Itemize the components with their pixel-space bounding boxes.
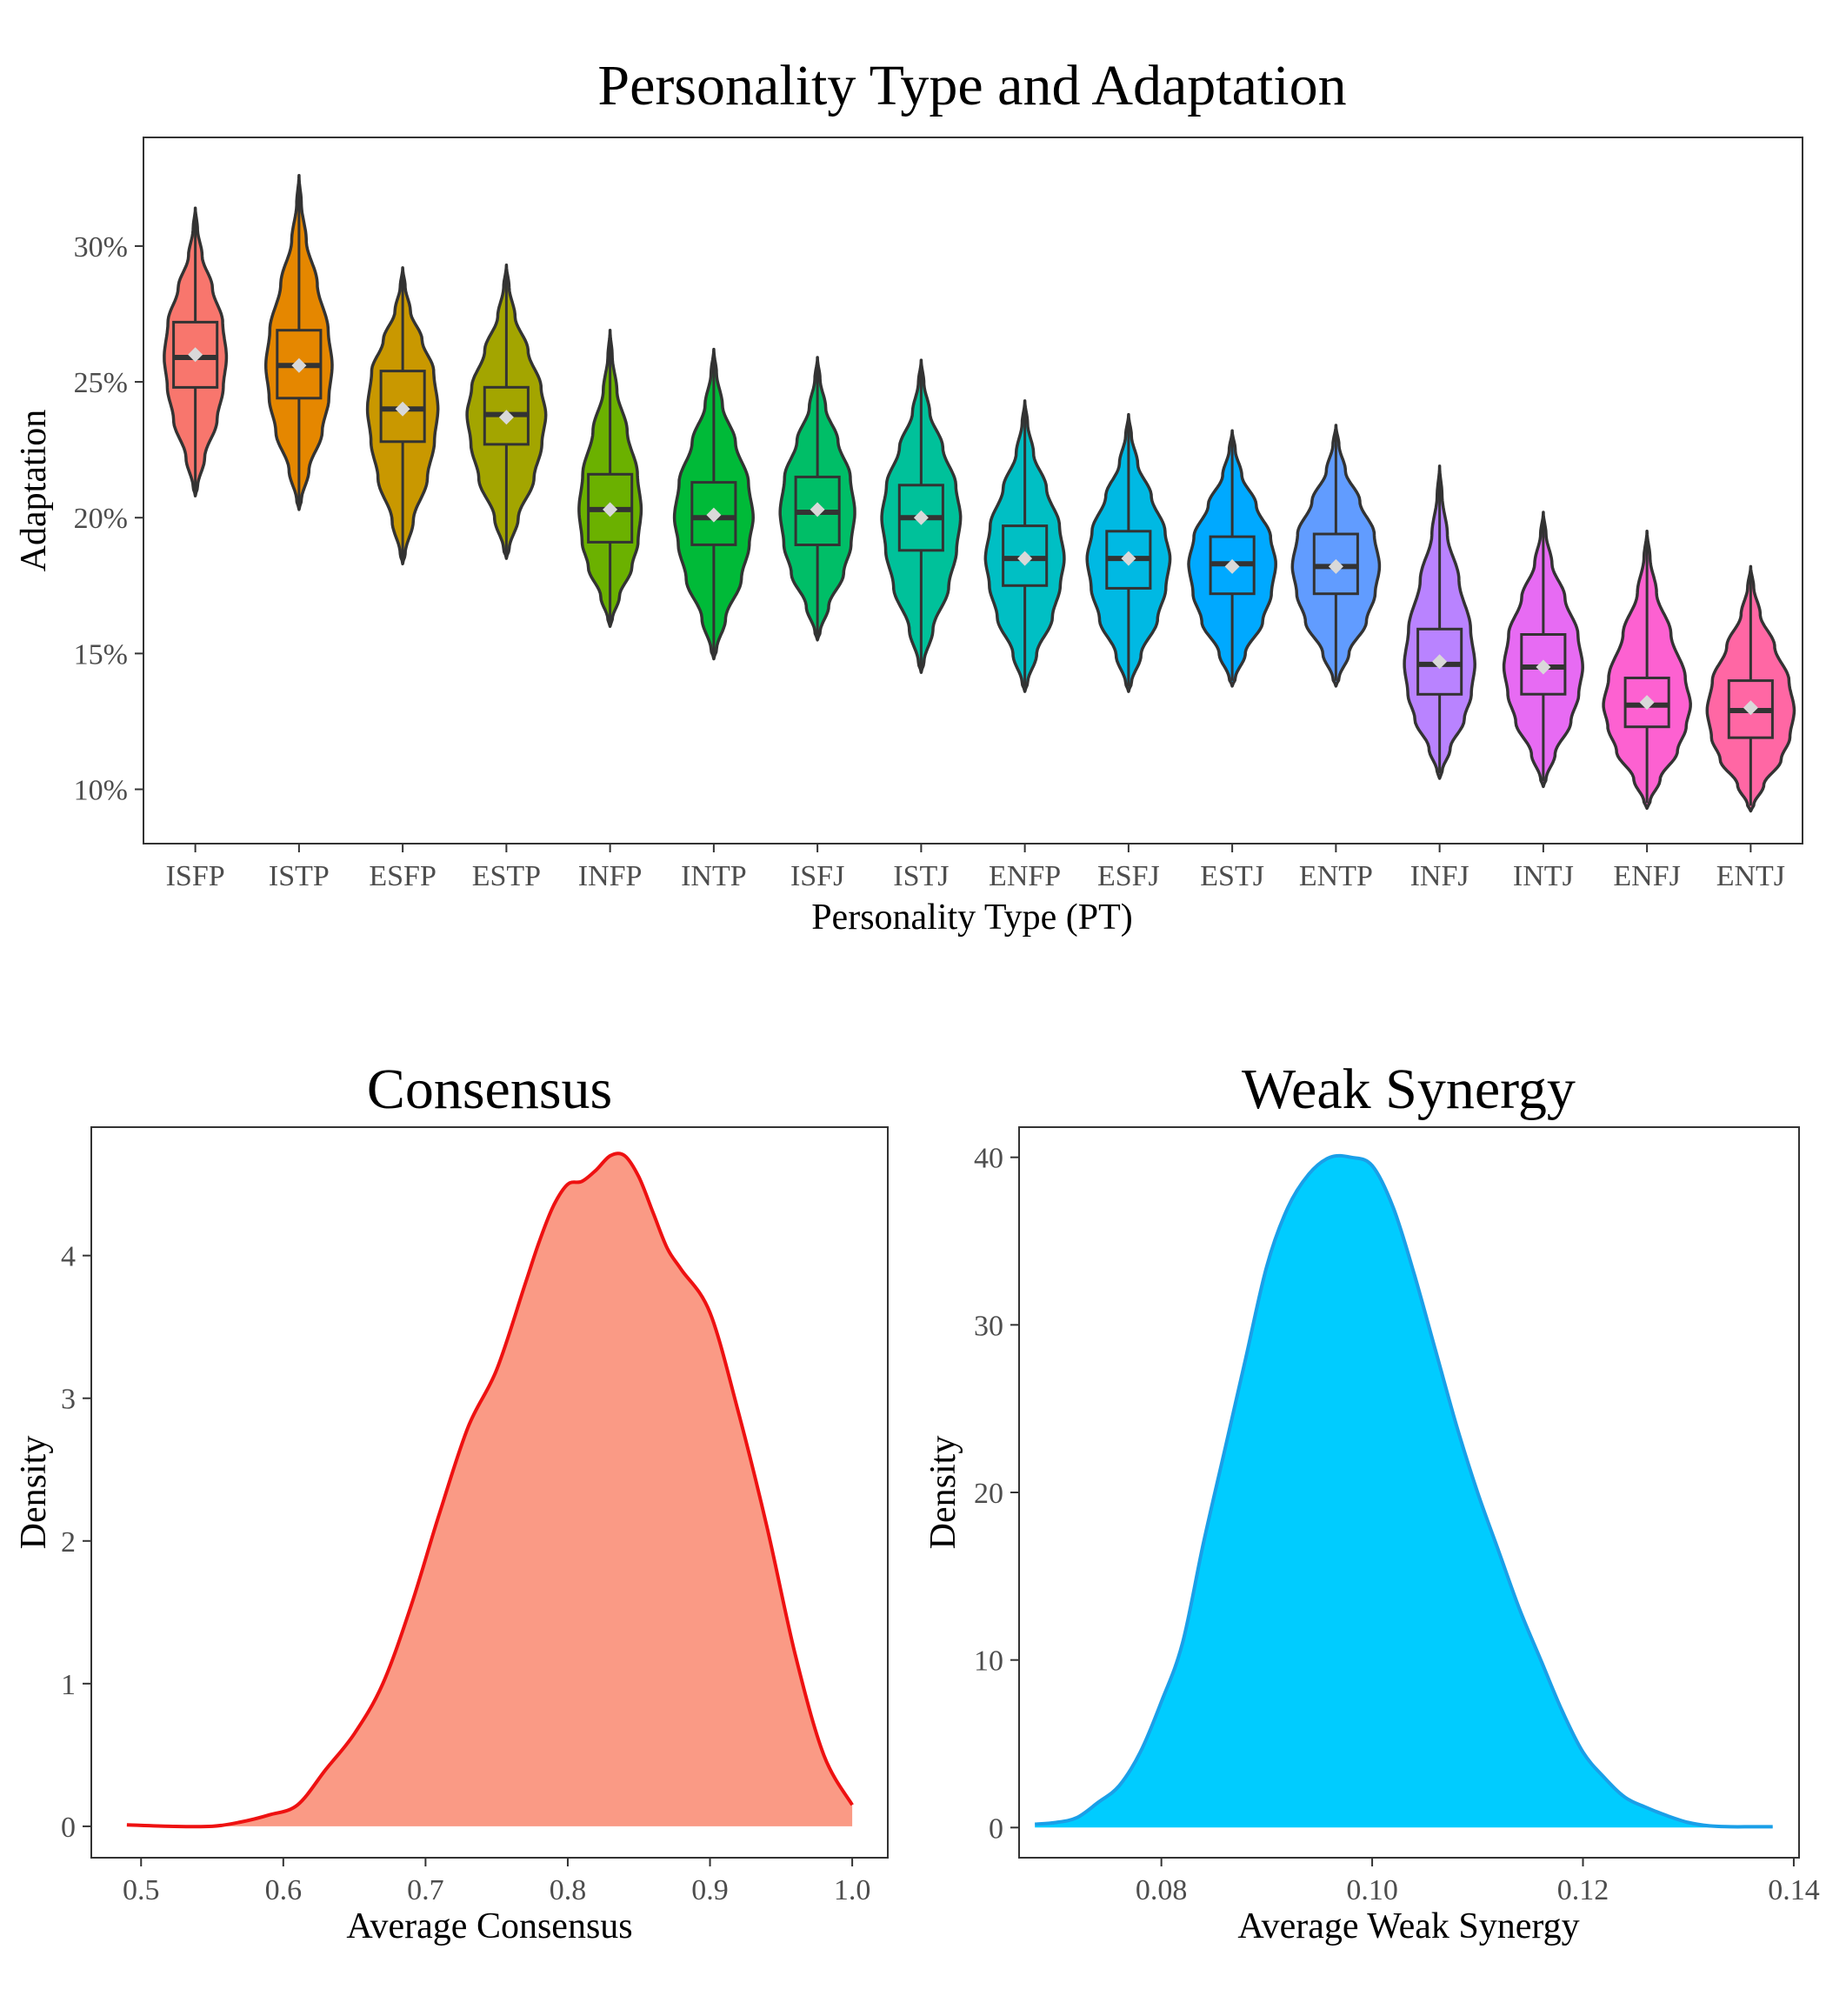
weak-synergy-y-tick-label: 10 [974,1646,1003,1678]
mean-marker-enfj [1639,695,1655,711]
consensus-y-axis: 0 1 2 3 4 [61,1241,91,1844]
consensus-y-tick-label: 0 [61,1812,76,1844]
consensus-x-axis-title: Average Consensus [346,1906,632,1946]
weak-synergy-x-axis: 0.08 0.10 0.12 0.14 [1136,1858,1820,1906]
weak-synergy-density-line [1035,1153,1773,1829]
violin-x-tick-label: ESFJ [1097,860,1160,892]
violin-x-axis: ISFP ISTP ESFP ESTP INFP INTP ISFJ ISTJ ENFP ESFJ… [166,844,1785,892]
consensus-chart-title: Consensus [367,1058,612,1121]
mean-marker-infp [603,502,618,517]
violin-x-tick-label: ISFJ [790,860,844,892]
violin-y-tick-label: 15% [74,638,128,671]
violin-panel-border [143,137,1803,844]
consensus-y-tick-label: 4 [61,1241,76,1273]
weak-synergy-chart-title: Weak Synergy [1242,1058,1576,1121]
weak-synergy-plot-area [1035,1153,1773,1829]
consensus-x-axis: 0.5 0.6 0.7 0.8 0.9 1.0 [123,1858,870,1906]
box-infj [1416,627,1463,696]
violin-x-tick-label: INFP [578,860,643,892]
violin-y-tick-label: 25% [74,367,128,399]
violin-x-tick-label: ESTJ [1200,860,1264,892]
violin-chart: Personality Type and Adaptation 10% 15% 20… [14,54,1803,938]
consensus-x-tick-label: 0.8 [550,1874,587,1906]
box-enfj [1623,677,1670,729]
consensus-x-tick-label: 0.5 [123,1874,160,1906]
violin-y-tick-label: 20% [74,503,128,535]
violin-x-tick-label: INTJ [1513,860,1574,892]
violin-chart-title: Personality Type and Adaptation [597,54,1346,117]
consensus-x-tick-label: 0.9 [691,1874,729,1906]
mean-marker-estp [498,410,514,425]
mean-marker-infj [1432,654,1448,670]
mean-marker-entj [1743,700,1758,716]
violin-y-axis: 10% 15% 20% 25% 30% [74,231,143,807]
consensus-y-tick-label: 1 [61,1669,76,1701]
weak-synergy-x-tick-label: 0.10 [1346,1874,1398,1906]
consensus-chart: Consensus 0 1 2 3 4 0.5 0.6 0.7 0.8 0.9 1.0 Avera… [14,1058,889,1946]
violin-x-tick-label: ESFP [369,860,437,892]
mean-marker-istp [291,357,307,373]
mean-marker-enfp [1017,551,1033,566]
violin-x-tick-label: INTP [681,860,747,892]
violin-x-tick-label: ISTP [269,860,330,892]
violin-x-tick-label: ISTJ [893,860,949,892]
consensus-x-tick-label: 0.6 [265,1874,303,1906]
consensus-y-tick-label: 2 [61,1526,76,1559]
weak-synergy-x-tick-label: 0.14 [1768,1874,1820,1906]
mean-marker-isfj [810,502,825,517]
weak-synergy-x-tick-label: 0.12 [1557,1874,1609,1906]
mean-marker-istj [913,510,929,525]
violin-x-tick-label: ESTP [472,860,541,892]
violin-x-tick-label: ENTJ [1716,860,1785,892]
consensus-density-area [126,1153,853,1827]
mean-marker-intp [706,507,722,523]
violin-y-tick-label: 30% [74,231,128,264]
consensus-x-tick-label: 1.0 [834,1874,871,1906]
violin-y-axis-title: Adaptation [14,410,54,572]
mean-marker-isfp [188,347,203,363]
weak-synergy-y-tick-label: 0 [989,1812,1003,1845]
violin-x-tick-label: ENTP [1299,860,1373,892]
weak-synergy-y-axis: 0 10 20 30 40 [974,1143,1019,1845]
violin-x-axis-title: Personality Type (PT) [811,898,1133,938]
consensus-plot-area [126,1152,854,1829]
mean-marker-entp [1328,558,1343,574]
mean-marker-esfp [395,401,410,417]
mean-marker-intj [1536,659,1551,675]
weak-synergy-x-tick-label: 0.08 [1136,1874,1188,1906]
weak-synergy-density-area [1035,1155,1773,1828]
violin-x-tick-label: ISFP [166,860,225,892]
consensus-panel-border [90,1126,889,1859]
consensus-y-tick-label: 3 [61,1384,76,1416]
mean-marker-esfj [1121,551,1136,566]
violin-y-tick-label: 10% [74,775,128,807]
violin-x-tick-label: ENFJ [1613,860,1680,892]
consensus-density-line [126,1152,854,1829]
consensus-x-tick-label: 0.7 [407,1874,444,1906]
violin-plot-area [163,173,1796,813]
violin-x-tick-label: ENFP [989,860,1061,892]
weak-synergy-y-tick-label: 20 [974,1478,1003,1510]
violin-x-tick-label: INFJ [1410,860,1469,892]
weak-synergy-x-axis-title: Average Weak Synergy [1237,1906,1579,1946]
weak-synergy-y-tick-label: 30 [974,1310,1003,1342]
consensus-y-axis-title: Density [14,1436,54,1550]
weak-synergy-y-tick-label: 40 [974,1143,1003,1175]
box-intj [1520,633,1567,696]
box-intp [690,481,737,546]
weak-synergy-y-axis-title: Density [923,1436,963,1550]
mean-marker-estj [1224,558,1240,574]
